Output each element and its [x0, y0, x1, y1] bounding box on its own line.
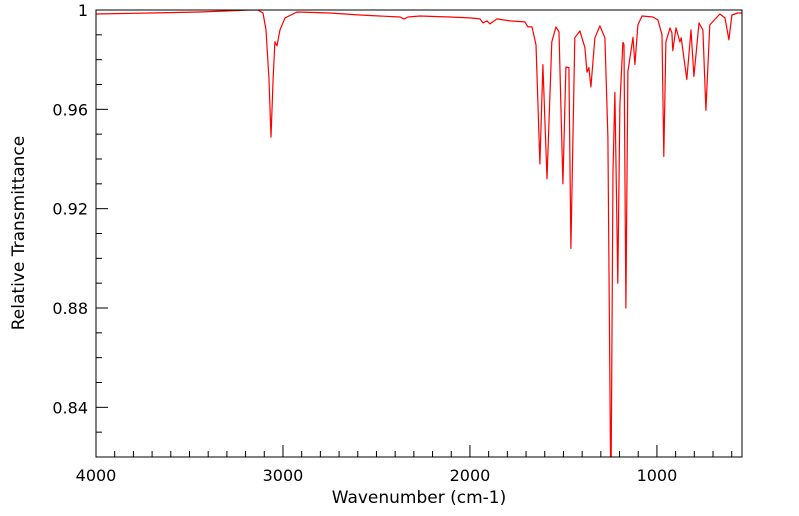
x-tick-label: 2000 — [450, 466, 491, 485]
x-tick-labels: 4000 3000 2000 1000 — [76, 466, 678, 485]
x-tick-label: 1000 — [637, 466, 678, 485]
x-tick-label: 3000 — [263, 466, 304, 485]
plot-frame — [95, 9, 743, 458]
series-group — [96, 10, 742, 457]
y-tick-labels: 0.84 0.88 0.92 0.96 1 — [52, 1, 88, 417]
y-tick-label: 1 — [78, 1, 88, 20]
y-tick-label: 0.96 — [52, 100, 88, 119]
y-tick-label: 0.92 — [52, 200, 88, 219]
y-axis-title: Relative Transmittance — [9, 136, 29, 331]
y-tick-label: 0.84 — [52, 398, 88, 417]
axis-ticks — [95, 9, 733, 458]
x-tick-label: 4000 — [76, 466, 117, 485]
spectrum-line — [96, 10, 742, 457]
x-axis-title: Wavenumber (cm-1) — [332, 488, 507, 508]
y-tick-label: 0.88 — [52, 299, 88, 318]
